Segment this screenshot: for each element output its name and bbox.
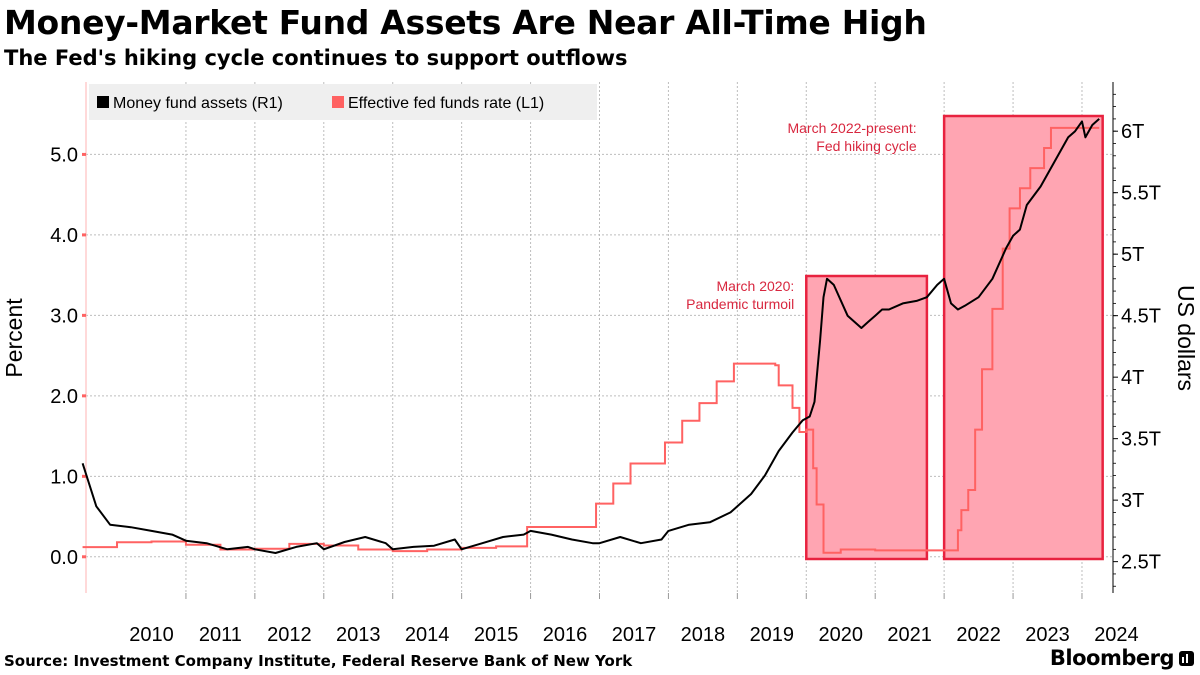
highlight-annotation: Pandemic turmoil: [686, 296, 794, 312]
highlight-box: [942, 114, 1104, 561]
x-tick-label: 2023: [1025, 624, 1070, 646]
left-tick-label: 2.0: [50, 386, 78, 408]
x-tick-label: 2014: [405, 624, 450, 646]
x-tick-label: 2013: [336, 624, 381, 646]
x-tick-label: 2012: [267, 624, 312, 646]
x-tick-label: 2024: [1094, 624, 1139, 646]
left-tick-label: 4.0: [50, 225, 78, 247]
legend-label-rate: Effective fed funds rate (L1): [348, 95, 544, 112]
right-tick-label: 3T: [1121, 490, 1144, 512]
x-tick-label: 2021: [887, 624, 932, 646]
highlight-annotation: Fed hiking cycle: [816, 138, 917, 154]
right-tick-label: 5.5T: [1121, 183, 1161, 205]
legend-swatch-assets: [97, 96, 109, 108]
left-tick-label: 1.0: [50, 466, 78, 488]
highlight-annotation: March 2022-present:: [787, 120, 916, 136]
legend-swatch-rate: [332, 96, 344, 108]
left-tick-label: 5.0: [50, 144, 78, 166]
brand-logo: Bloomberg: [1050, 646, 1194, 670]
left-tick-label: 3.0: [50, 305, 78, 327]
source-note: Source: Investment Company Institute, Fe…: [4, 652, 633, 670]
right-tick-label: 3.5T: [1121, 429, 1161, 451]
right-tick-label: 5T: [1121, 244, 1144, 266]
right-tick-label: 2.5T: [1121, 552, 1161, 574]
right-axis-title: US dollars: [1173, 285, 1199, 391]
x-tick-label: 2020: [818, 624, 863, 646]
chart-title: Money-Market Fund Assets Are Near All-Ti…: [4, 3, 927, 42]
highlight-box: [805, 274, 929, 561]
x-tick-label: 2015: [474, 624, 519, 646]
left-axis-title: Percent: [1, 298, 27, 378]
bloomberg-terminal-icon: [1179, 650, 1194, 666]
x-tick-label: 2019: [750, 624, 795, 646]
brand-name: Bloomberg: [1049, 646, 1175, 670]
x-tick-label: 2017: [612, 624, 657, 646]
left-tick-label: 0.0: [50, 547, 78, 569]
chart-subtitle: The Fed's hiking cycle continues to supp…: [4, 46, 628, 70]
right-tick-label: 6T: [1121, 121, 1144, 143]
x-tick-label: 2011: [199, 624, 242, 646]
right-tick-label: 4.5T: [1121, 306, 1161, 328]
right-tick-label: 4T: [1121, 367, 1144, 389]
legend-label-assets: Money fund assets (R1): [113, 95, 283, 112]
x-tick-label: 2010: [129, 624, 174, 646]
x-tick-label: 2022: [956, 624, 1001, 646]
highlight-annotation: March 2020:: [716, 278, 794, 294]
x-tick-label: 2016: [543, 624, 588, 646]
x-tick-label: 2018: [681, 624, 726, 646]
money-fund-assets-line: [81, 118, 1100, 554]
fed-funds-rate-line: [82, 126, 1100, 554]
